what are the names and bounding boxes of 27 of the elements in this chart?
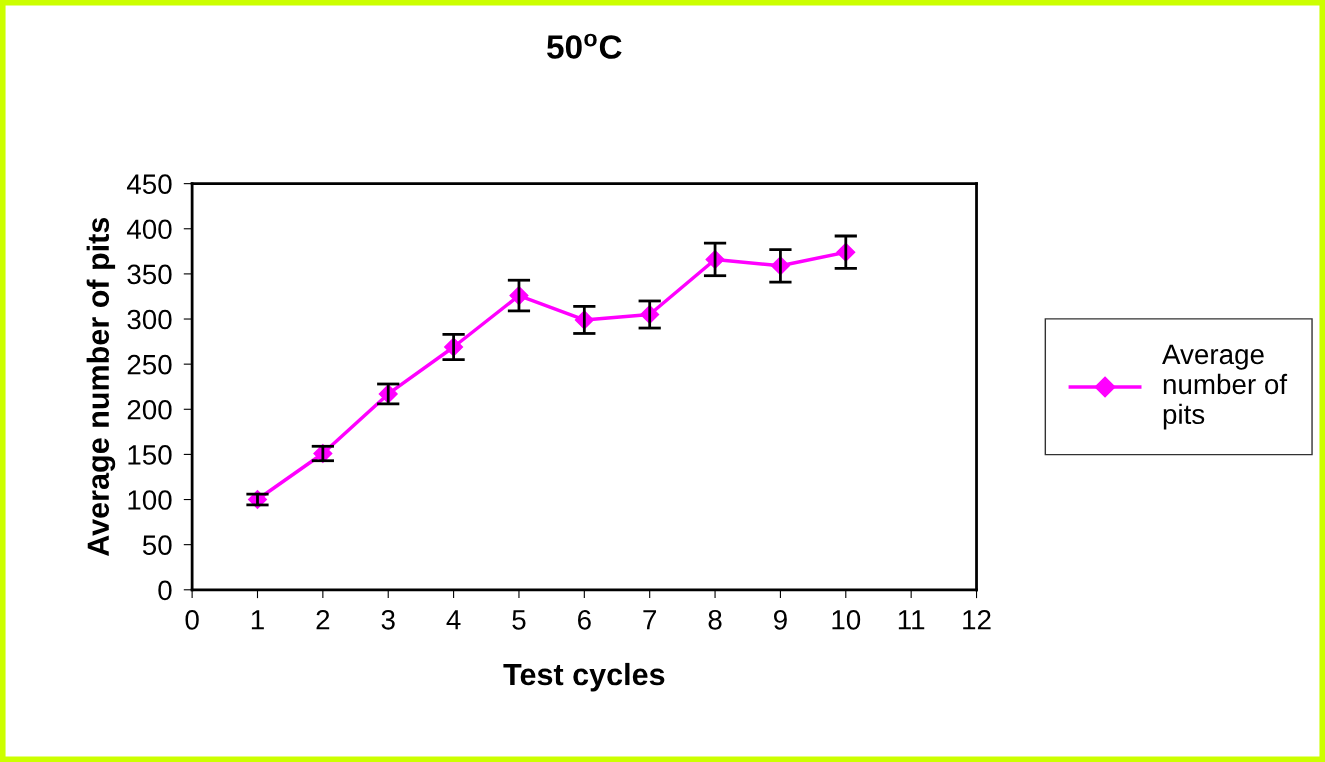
x-axis-title: Test cycles <box>503 662 665 692</box>
y-tick-label: 200 <box>127 399 172 420</box>
legend-label: Average number of pits <box>1162 344 1288 430</box>
x-tick-label: 5 <box>512 610 526 630</box>
y-tick-label: 250 <box>127 354 172 375</box>
x-tick-label: 4 <box>446 610 461 630</box>
y-tick-label: 300 <box>127 309 172 330</box>
y-tick-label: 100 <box>128 490 172 510</box>
x-tick-label: 2 <box>316 609 330 630</box>
x-tick-label: 3 <box>381 609 395 630</box>
y-tick-label: 50 <box>142 535 172 555</box>
x-tick-label: 0 <box>185 609 199 630</box>
x-tick-label: 6 <box>578 609 591 630</box>
chart-title: 50$^{o}$C <box>547 33 622 59</box>
x-tick-label: 1 <box>251 610 264 630</box>
x-tick-label: 8 <box>708 609 722 630</box>
y-tick-label: 350 <box>127 264 172 285</box>
y-tick-label: 400 <box>126 219 172 240</box>
x-tick-label: 11 <box>898 610 925 630</box>
y-tick-label: 0 <box>158 580 172 601</box>
x-tick-label: 12 <box>963 609 991 630</box>
y-axis-title: Average number of pits <box>86 217 116 557</box>
y-tick-label: 450 <box>126 174 172 194</box>
x-tick-label: 10 <box>832 609 861 630</box>
x-tick-label: 7 <box>643 610 657 630</box>
x-tick-label: 9 <box>774 609 787 630</box>
y-tick-label: 150 <box>128 445 172 465</box>
